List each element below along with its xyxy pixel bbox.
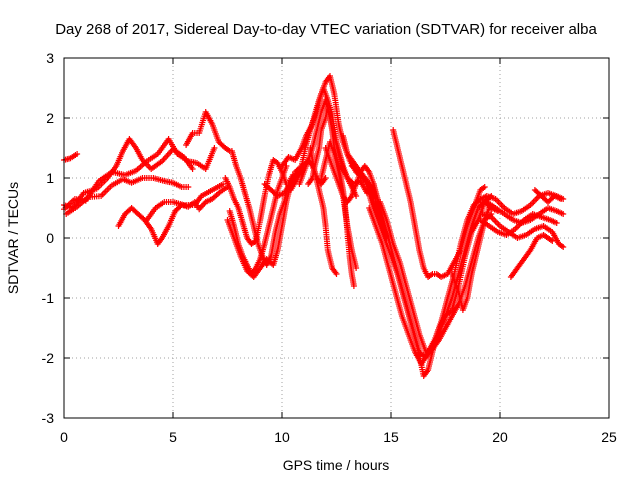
x-axis-label: GPS time / hours — [283, 457, 390, 473]
data-series — [507, 232, 556, 280]
x-tick-label: 20 — [492, 429, 508, 445]
plus-marker — [549, 238, 556, 244]
y-tick-label: 1 — [46, 170, 54, 186]
x-tick-label: 15 — [383, 429, 399, 445]
data-series — [322, 145, 386, 223]
plus-marker — [481, 184, 488, 190]
x-tick-label: 25 — [601, 429, 617, 445]
data-series — [296, 157, 329, 187]
data-series — [226, 163, 290, 277]
plus-marker — [189, 166, 196, 172]
x-tick-label: 5 — [169, 429, 177, 445]
plus-marker — [560, 211, 567, 217]
data-series — [183, 109, 233, 154]
data-series — [261, 169, 301, 199]
plus-marker — [211, 145, 218, 151]
plus-marker — [360, 173, 367, 180]
y-tick-label: 2 — [46, 110, 54, 126]
data-series — [531, 187, 564, 205]
data-series — [63, 175, 192, 217]
plus-marker — [547, 237, 554, 243]
plus-marker — [350, 283, 357, 289]
y-axis-label: SDTVAR / TECUs — [5, 182, 21, 294]
data-series — [475, 199, 567, 226]
plus-marker — [379, 217, 386, 223]
y-tick-label: -2 — [42, 350, 55, 366]
chart-title: Day 268 of 2017, Sidereal Day-to-day VTE… — [55, 21, 597, 38]
plus-marker — [185, 184, 192, 190]
data-series — [449, 205, 493, 313]
data-series — [477, 211, 560, 238]
plus-marker — [74, 151, 81, 157]
data-series — [143, 181, 227, 223]
data-series — [61, 151, 81, 163]
plus-marker — [558, 196, 564, 202]
data-points — [61, 73, 567, 379]
y-tick-label: -1 — [42, 290, 55, 306]
plus-marker — [553, 220, 560, 226]
x-tick-label: 10 — [274, 429, 290, 445]
y-tick-label: 0 — [46, 230, 54, 246]
plus-marker — [333, 271, 340, 277]
data-series — [224, 169, 301, 280]
data-series — [370, 181, 501, 361]
y-tick-label: 3 — [46, 50, 54, 66]
plus-marker — [353, 265, 360, 271]
y-tick-label: -3 — [42, 410, 55, 426]
plus-marker — [560, 244, 567, 250]
plus-marker — [322, 175, 329, 181]
x-tick-label: 0 — [60, 429, 68, 445]
plus-marker — [294, 169, 301, 175]
